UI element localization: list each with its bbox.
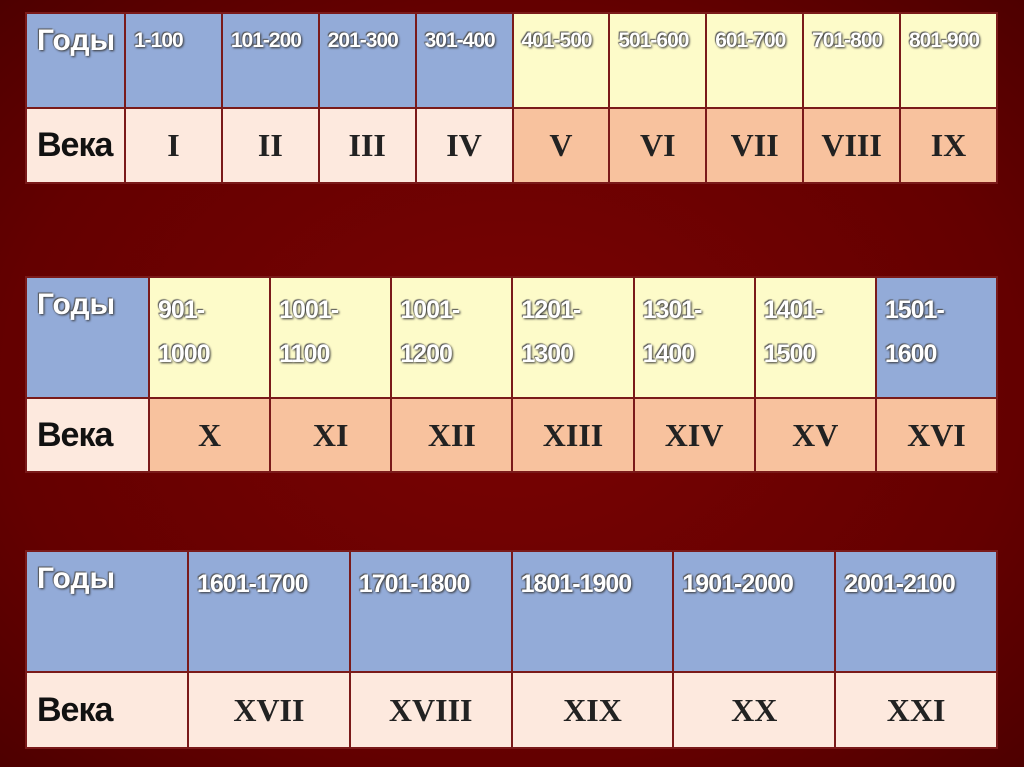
year-cell: 1501-1600 (876, 278, 996, 397)
year-range: 801-900 (909, 29, 980, 52)
year-range: 301-400 (424, 29, 496, 52)
year-range: 1501-1600 (884, 296, 945, 368)
row-header: Века (27, 109, 124, 182)
century-cell: XIII (513, 399, 633, 471)
year-range: 2001-2100 (844, 570, 956, 598)
years-row: Годы 901-1000 1001-1100 1001-1200 1201-1300 1… (27, 278, 996, 397)
year-cell: 601-700 (707, 14, 803, 107)
year-cell: 301-400 (416, 14, 512, 107)
year-range: 1701-1800 (358, 570, 471, 598)
year-cell: 1901-2000 (674, 552, 835, 671)
row-header: Годы (27, 14, 124, 107)
century-table: Годы 1-100 101-200 201-300 301-400 401-500 501… (25, 12, 998, 184)
century-cell: IX (901, 109, 996, 182)
century-cell: XXI (836, 673, 996, 747)
year-cell: 1401-1500 (755, 278, 875, 397)
century-table: Годы 1601-1700 1701-1800 1801-1900 1901-2000… (25, 550, 998, 749)
year-range: 601-700 (715, 29, 786, 52)
year-cell: 101-200 (222, 14, 318, 107)
century-cell: XVIII (350, 673, 511, 747)
year-cell: 701-800 (804, 14, 899, 107)
year-range: 201-300 (327, 29, 399, 52)
year-cell: 801-900 (901, 14, 996, 107)
year-range: 1201-1300 (521, 296, 581, 368)
row-header: Годы (27, 278, 148, 397)
year-range: 1801-1900 (520, 570, 633, 598)
year-range: 1601-1700 (197, 570, 309, 598)
year-range: 701-800 (812, 29, 883, 52)
century-cell: V (513, 109, 609, 182)
year-range: 1001-1200 (400, 296, 460, 368)
century-cell: VII (707, 109, 803, 182)
centuries-row: Века X XI XII XIII XIV XV XVI (27, 399, 996, 471)
years-row: Годы 1-100 101-200 201-300 301-400 401-500 501… (27, 14, 996, 107)
year-cell: 1001-1200 (392, 278, 512, 397)
century-cell: IV (416, 109, 512, 182)
century-cell: XX (674, 673, 835, 747)
century-cell: XIX (512, 673, 673, 747)
row-header: Годы (27, 552, 187, 671)
year-range: 401-500 (521, 29, 593, 52)
year-cell: 401-500 (513, 14, 609, 107)
year-range: 1401-1500 (763, 296, 824, 368)
century-cell: III (319, 109, 415, 182)
year-range: 1301-1400 (642, 296, 703, 368)
century-cell: XVII (189, 673, 349, 747)
century-cell: I (126, 109, 221, 182)
year-cell: 2001-2100 (836, 552, 996, 671)
year-cell: 501-600 (610, 14, 706, 107)
year-range: 901-1000 (158, 296, 211, 368)
centuries-row: Века I II III IV V VI VII VIII IX (27, 109, 996, 182)
year-cell: 1701-1800 (350, 552, 511, 671)
centuries-row: Века XVII XVIII XIX XX XXI (27, 673, 996, 747)
century-cell: XI (271, 399, 391, 471)
century-table: Годы 901-1000 1001-1100 1001-1200 1201-1300 1… (25, 276, 998, 473)
century-cell: XV (755, 399, 875, 471)
century-cell: XVI (876, 399, 996, 471)
year-cell: 1801-1900 (512, 552, 673, 671)
row-header: Века (27, 399, 148, 471)
year-range: 101-200 (230, 29, 302, 52)
year-cell: 1601-1700 (189, 552, 349, 671)
year-cell: 201-300 (319, 14, 415, 107)
century-cell: XII (392, 399, 512, 471)
year-cell: 901-1000 (150, 278, 270, 397)
century-cell: VIII (804, 109, 899, 182)
year-cell: 1301-1400 (634, 278, 754, 397)
century-cell: XIV (634, 399, 754, 471)
year-range: 1001-1100 (279, 296, 339, 368)
year-cell: 1201-1300 (513, 278, 633, 397)
century-cell: VI (610, 109, 706, 182)
year-cell: 1001-1100 (271, 278, 391, 397)
year-range: 1901-2000 (682, 570, 794, 598)
years-row: Годы 1601-1700 1701-1800 1801-1900 1901-2000… (27, 552, 996, 671)
century-cell: II (222, 109, 318, 182)
year-range: 501-600 (618, 29, 689, 52)
year-range: 1-100 (134, 29, 184, 52)
row-header: Века (27, 673, 187, 747)
century-cell: X (150, 399, 270, 471)
year-cell: 1-100 (126, 14, 221, 107)
